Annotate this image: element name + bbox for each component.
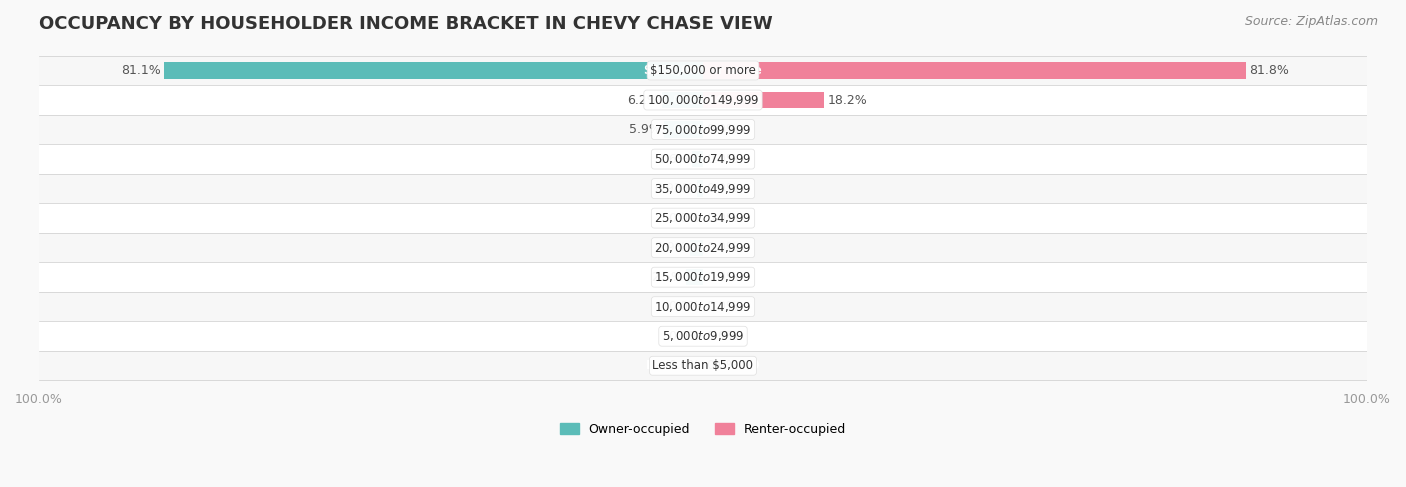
Text: 0.0%: 0.0% <box>706 152 738 166</box>
Bar <box>39 351 1367 380</box>
Text: $100,000 to $149,999: $100,000 to $149,999 <box>644 93 762 108</box>
Text: 5.9%: 5.9% <box>628 123 661 136</box>
Bar <box>39 174 1367 204</box>
Text: 0.0%: 0.0% <box>706 241 738 254</box>
Text: 0.0%: 0.0% <box>706 271 738 283</box>
Bar <box>39 56 1367 85</box>
Text: $35,000 to $49,999: $35,000 to $49,999 <box>654 182 752 196</box>
Bar <box>39 144 1367 174</box>
Text: $10,000 to $14,999: $10,000 to $14,999 <box>652 299 754 314</box>
Text: OCCUPANCY BY HOUSEHOLDER INCOME BRACKET IN CHEVY CHASE VIEW: OCCUPANCY BY HOUSEHOLDER INCOME BRACKET … <box>39 15 773 33</box>
Text: $150,000 or more: $150,000 or more <box>650 64 756 77</box>
Bar <box>690 240 703 256</box>
Text: 0.0%: 0.0% <box>668 330 700 343</box>
Text: 0.0%: 0.0% <box>706 182 738 195</box>
Text: $100,000 to $149,999: $100,000 to $149,999 <box>647 93 759 107</box>
Text: $75,000 to $99,999: $75,000 to $99,999 <box>654 123 752 136</box>
Text: 0.0%: 0.0% <box>706 212 738 225</box>
Bar <box>686 269 703 285</box>
Text: 1.9%: 1.9% <box>655 241 688 254</box>
Text: 81.1%: 81.1% <box>121 64 162 77</box>
Text: $75,000 to $99,999: $75,000 to $99,999 <box>652 122 754 137</box>
Text: 0.0%: 0.0% <box>706 123 738 136</box>
Bar <box>165 62 703 78</box>
Bar <box>662 92 703 108</box>
Bar <box>39 204 1367 233</box>
Bar <box>703 62 1246 78</box>
Text: $10,000 to $14,999: $10,000 to $14,999 <box>654 300 752 314</box>
Text: 0.0%: 0.0% <box>706 300 738 313</box>
Text: $20,000 to $24,999: $20,000 to $24,999 <box>652 240 754 255</box>
Text: $15,000 to $19,999: $15,000 to $19,999 <box>652 270 754 285</box>
Text: $50,000 to $74,999: $50,000 to $74,999 <box>654 152 752 166</box>
Text: 0.0%: 0.0% <box>706 330 738 343</box>
Bar <box>664 121 703 138</box>
Text: 2.5%: 2.5% <box>651 271 683 283</box>
Text: $25,000 to $34,999: $25,000 to $34,999 <box>654 211 752 225</box>
Legend: Owner-occupied, Renter-occupied: Owner-occupied, Renter-occupied <box>555 418 851 441</box>
Bar <box>39 321 1367 351</box>
Bar <box>692 151 703 167</box>
Bar <box>39 115 1367 144</box>
Text: 0.0%: 0.0% <box>706 359 738 372</box>
Text: $25,000 to $34,999: $25,000 to $34,999 <box>652 210 754 225</box>
Text: $5,000 to $9,999: $5,000 to $9,999 <box>659 329 747 344</box>
Text: 6.2%: 6.2% <box>627 94 658 107</box>
Text: Less than $5,000: Less than $5,000 <box>652 359 754 372</box>
Text: 0.0%: 0.0% <box>668 212 700 225</box>
Bar <box>703 92 824 108</box>
Bar <box>39 233 1367 262</box>
Text: 0.0%: 0.0% <box>668 300 700 313</box>
Text: 81.8%: 81.8% <box>1250 64 1289 77</box>
Text: 18.2%: 18.2% <box>827 94 868 107</box>
Text: 0.0%: 0.0% <box>668 359 700 372</box>
Text: $35,000 to $49,999: $35,000 to $49,999 <box>652 181 754 196</box>
Bar <box>39 292 1367 321</box>
Text: $150,000 or more: $150,000 or more <box>644 64 762 77</box>
Text: Source: ZipAtlas.com: Source: ZipAtlas.com <box>1244 15 1378 28</box>
Text: $50,000 to $74,999: $50,000 to $74,999 <box>652 151 754 167</box>
Text: Less than $5,000: Less than $5,000 <box>647 359 759 372</box>
Text: 0.93%: 0.93% <box>654 182 693 195</box>
Bar <box>697 181 703 197</box>
Text: $5,000 to $9,999: $5,000 to $9,999 <box>662 329 744 343</box>
Text: 1.6%: 1.6% <box>657 152 689 166</box>
Bar <box>39 85 1367 115</box>
Text: $15,000 to $19,999: $15,000 to $19,999 <box>654 270 752 284</box>
Bar <box>39 262 1367 292</box>
Text: $20,000 to $24,999: $20,000 to $24,999 <box>654 241 752 255</box>
